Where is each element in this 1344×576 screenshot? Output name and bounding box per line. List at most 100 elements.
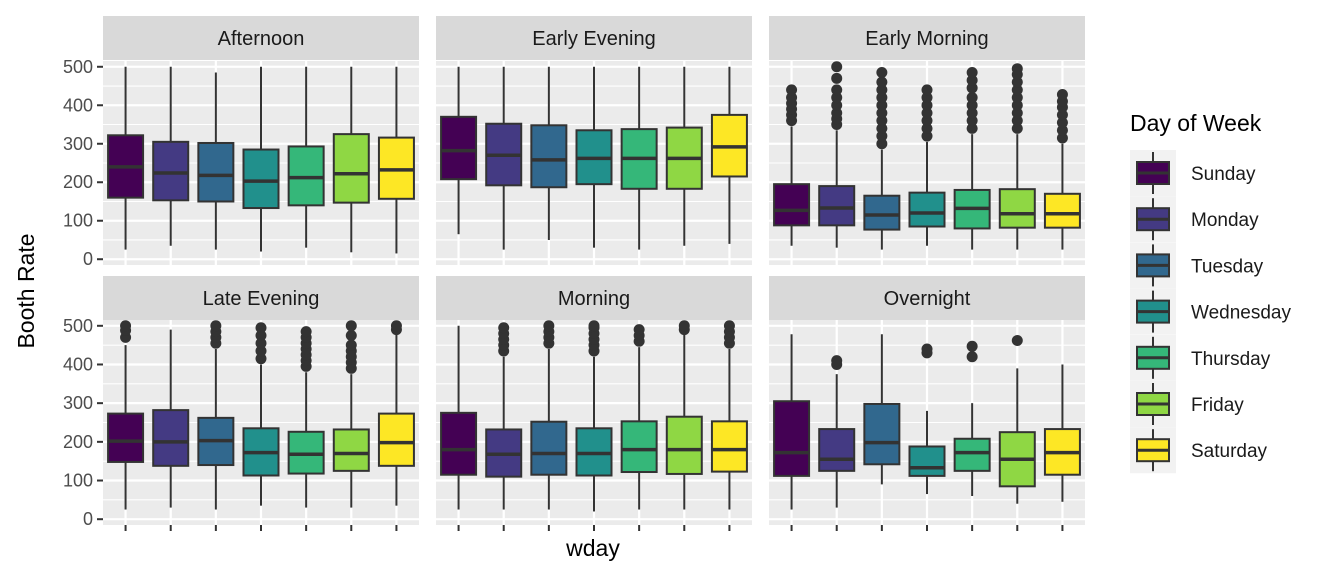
box-friday bbox=[665, 66, 703, 246]
legend-label: Wednesday bbox=[1191, 303, 1291, 324]
outlier-point bbox=[831, 72, 843, 84]
box-thursday bbox=[620, 324, 658, 510]
box-sunday bbox=[440, 66, 478, 235]
box-body bbox=[242, 148, 280, 210]
outlier-point bbox=[876, 107, 888, 119]
outlier-point bbox=[723, 320, 735, 332]
box-body bbox=[332, 133, 370, 204]
facet-strip bbox=[769, 276, 1085, 320]
outlier-point bbox=[831, 61, 843, 73]
outlier-point bbox=[1056, 124, 1068, 136]
box-thursday bbox=[953, 67, 991, 250]
outlier-point bbox=[210, 320, 222, 332]
outlier-point bbox=[966, 340, 978, 352]
y-tick-label: 0 bbox=[83, 509, 93, 529]
y-tick-label: 400 bbox=[63, 354, 93, 374]
box-friday bbox=[665, 320, 703, 510]
legend-label: Monday bbox=[1191, 210, 1259, 231]
y-tick-label: 300 bbox=[63, 393, 93, 413]
box-sunday bbox=[773, 84, 811, 246]
outlier-point bbox=[831, 355, 843, 367]
y-tick-label: 100 bbox=[63, 211, 93, 231]
box-monday bbox=[485, 66, 523, 250]
box-body bbox=[863, 194, 901, 231]
outlier-point bbox=[921, 115, 933, 127]
box-body bbox=[863, 402, 901, 466]
legend-item-tuesday: Tuesday bbox=[1130, 242, 1264, 289]
panel-late-evening: Late Evening 0 100 200 300 400 500 bbox=[63, 276, 419, 531]
outlier-point bbox=[966, 67, 978, 79]
box-saturday bbox=[1043, 364, 1081, 502]
y-axis-title: Booth Rate bbox=[13, 233, 39, 348]
box-saturday bbox=[377, 320, 415, 506]
outlier-point bbox=[255, 322, 267, 334]
outlier-point bbox=[1011, 335, 1023, 346]
box-body bbox=[620, 420, 658, 474]
facet-label: Overnight bbox=[884, 288, 971, 310]
facet-strip bbox=[769, 16, 1085, 60]
box-tuesday bbox=[863, 334, 901, 485]
panel-early-morning: Early Morning bbox=[769, 16, 1085, 265]
box-body bbox=[818, 428, 856, 472]
legend-item-friday: Friday bbox=[1130, 381, 1244, 427]
box-body bbox=[665, 415, 703, 475]
box-sunday bbox=[107, 66, 145, 250]
box-friday bbox=[332, 66, 370, 253]
box-body bbox=[818, 185, 856, 227]
outlier-point bbox=[831, 99, 843, 111]
facet-strip bbox=[436, 16, 752, 60]
outlier-point bbox=[876, 99, 888, 111]
outlier-point bbox=[120, 320, 132, 332]
panel-afternoon: Afternoon 0 100 200 300 400 500 bbox=[63, 16, 419, 269]
box-body bbox=[953, 437, 991, 472]
box-wednesday bbox=[575, 320, 613, 512]
outlier-point bbox=[1011, 63, 1023, 75]
legend: Day of Week Sunday Monday Tuesday Wednesday… bbox=[1130, 110, 1291, 474]
outlier-point bbox=[966, 122, 978, 134]
box-monday bbox=[818, 61, 856, 248]
outlier-point bbox=[966, 115, 978, 127]
outlier-point bbox=[876, 76, 888, 88]
outlier-point bbox=[876, 92, 888, 104]
facet-strip bbox=[103, 16, 419, 60]
facet-label: Early Evening bbox=[532, 28, 655, 50]
box-saturday bbox=[710, 66, 748, 244]
box-wednesday bbox=[242, 66, 280, 252]
box-tuesday bbox=[530, 66, 568, 240]
box-thursday bbox=[287, 326, 325, 508]
legend-title: Day of Week bbox=[1130, 110, 1262, 136]
legend-label: Tuesday bbox=[1191, 256, 1264, 277]
outlier-point bbox=[921, 84, 933, 96]
panels-layer: Afternoon 0 100 200 300 400 500 Early Evening Ea… bbox=[63, 16, 1085, 531]
outlier-point bbox=[921, 343, 933, 355]
box-body bbox=[908, 191, 946, 228]
outlier-point bbox=[966, 82, 978, 94]
outlier-point bbox=[966, 107, 978, 119]
box-tuesday bbox=[197, 320, 235, 510]
y-tick-label: 200 bbox=[63, 172, 93, 192]
box-wednesday bbox=[575, 66, 613, 248]
outlier-point bbox=[345, 320, 357, 332]
outlier-point bbox=[966, 99, 978, 111]
outlier-point bbox=[921, 99, 933, 111]
box-friday bbox=[998, 63, 1036, 250]
legend-item-saturday: Saturday bbox=[1130, 427, 1268, 474]
box-thursday bbox=[287, 66, 325, 248]
outlier-point bbox=[1056, 88, 1068, 100]
outlier-point bbox=[390, 320, 402, 332]
facet-label: Afternoon bbox=[218, 28, 305, 50]
box-body bbox=[530, 420, 568, 476]
outlier-point bbox=[921, 122, 933, 134]
box-body bbox=[197, 141, 235, 203]
panel-overnight: Overnight bbox=[769, 276, 1085, 531]
facet-strip bbox=[436, 276, 752, 320]
box-sunday bbox=[440, 325, 478, 510]
box-tuesday bbox=[197, 72, 235, 250]
outlier-point bbox=[966, 351, 978, 363]
outlier-point bbox=[1056, 109, 1068, 121]
box-sunday bbox=[107, 320, 145, 510]
box-body bbox=[1043, 192, 1081, 229]
y-tick-label: 500 bbox=[63, 316, 93, 336]
outlier-point bbox=[1011, 122, 1023, 134]
outlier-point bbox=[921, 107, 933, 119]
